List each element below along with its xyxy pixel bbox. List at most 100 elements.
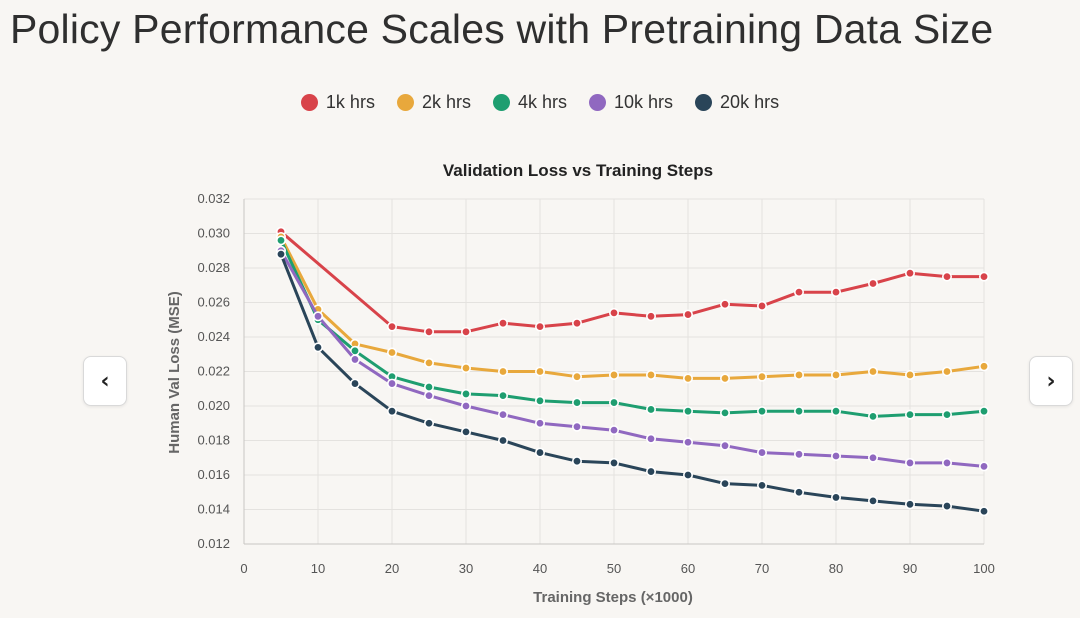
data-point [867,411,878,422]
data-point [497,409,508,420]
data-point [497,435,508,446]
series-4k-hrs [275,235,989,422]
data-point [793,406,804,417]
legend-label: 20k hrs [720,91,780,112]
data-point [423,382,434,393]
x-tick-label: 60 [681,561,695,576]
legend-item-10k-hrs[interactable]: 10k hrs [589,92,673,113]
data-point [312,342,323,353]
data-point [682,469,693,480]
data-point [534,418,545,429]
series-line [279,252,986,513]
legend-item-2k-hrs[interactable]: 2k hrs [396,92,471,113]
x-tick-label: 20 [385,561,399,576]
y-tick-label: 0.026 [197,295,230,310]
data-point [645,404,656,415]
data-point [756,480,767,491]
data-point [719,299,730,310]
legend-item-20k-hrs[interactable]: 20k hrs [695,92,779,113]
data-point [793,287,804,298]
chart-legend: 1k hrs 2k hrs 4k hrs 10k hrs 20k hrs [0,88,1080,116]
data-point [830,287,841,298]
data-point [571,421,582,432]
data-point [608,397,619,408]
legend-item-1k-hrs[interactable]: 1k hrs [300,91,375,113]
legend-swatch [695,93,713,111]
series-line [279,238,986,418]
series-line [279,230,986,334]
data-point [386,347,397,358]
data-point [608,425,619,436]
legend-swatch [300,93,318,111]
data-point [756,371,767,382]
data-point [460,388,471,399]
data-point [497,318,508,329]
x-tick-label: 100 [973,561,995,576]
data-point [386,321,397,332]
y-tick-label: 0.028 [197,260,230,275]
x-tick-label: 70 [755,561,769,576]
legend-swatch [492,93,510,111]
y-axis-title: Human Val Loss (MSE) [166,291,183,454]
data-point [756,447,767,458]
data-point [867,366,878,377]
legend-swatch [589,93,607,111]
legend-item-4k-hrs[interactable]: 4k hrs [492,92,567,113]
data-point [682,406,693,417]
data-point [571,397,582,408]
data-point [904,409,915,420]
data-point [534,395,545,406]
data-point [793,487,804,498]
data-point [534,447,545,458]
data-point [793,449,804,460]
series-line [279,235,986,380]
data-point [497,390,508,401]
x-tick-label: 40 [533,561,547,576]
legend-label: 10k hrs [614,91,674,112]
data-point [312,311,323,322]
data-point [275,249,286,260]
data-point [719,478,730,489]
data-point [867,278,878,289]
series-line [279,249,986,468]
data-point [756,406,767,417]
data-point [349,354,360,365]
data-point [460,363,471,374]
y-tick-label: 0.024 [197,329,230,344]
y-tick-label: 0.022 [197,364,230,379]
y-tick-label: 0.030 [197,226,230,241]
data-point [719,373,730,384]
data-point [645,369,656,380]
x-tick-label: 50 [607,561,621,576]
legend-label: 1k hrs [325,91,375,112]
data-point [719,407,730,418]
x-tick-label: 10 [311,561,325,576]
next-button[interactable]: › [1029,356,1073,406]
data-point [386,406,397,417]
data-point [904,268,915,279]
data-point [978,406,989,417]
data-point [941,501,952,512]
data-point [904,499,915,510]
y-tick-label: 0.014 [197,502,230,517]
data-point [497,366,508,377]
data-point [830,406,841,417]
y-tick-label: 0.032 [197,191,230,206]
data-point [941,271,952,282]
data-point [867,452,878,463]
data-point [645,466,656,477]
data-point [571,456,582,467]
x-tick-label: 30 [459,561,473,576]
data-point [645,433,656,444]
data-point [682,309,693,320]
data-point [978,361,989,372]
x-tick-label: 90 [903,561,917,576]
data-point [830,369,841,380]
data-point [534,321,545,332]
x-tick-label: 80 [829,561,843,576]
x-axis-title: Training Steps (×1000) [533,589,693,606]
previous-button[interactable]: ‹ [83,356,127,406]
data-point [682,373,693,384]
data-point [682,437,693,448]
